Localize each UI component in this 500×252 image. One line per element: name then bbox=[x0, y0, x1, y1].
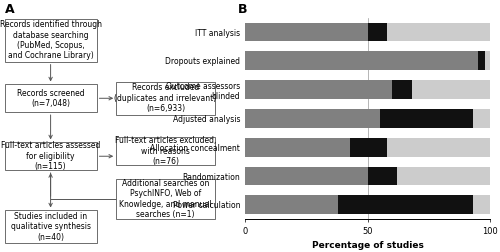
Bar bbox=[245, 80, 392, 99]
Bar bbox=[245, 23, 368, 41]
Bar bbox=[397, 167, 490, 185]
Bar bbox=[485, 51, 490, 70]
Bar bbox=[478, 51, 485, 70]
Bar bbox=[245, 196, 338, 214]
Bar bbox=[338, 196, 473, 214]
Bar bbox=[4, 84, 96, 112]
Bar bbox=[350, 138, 387, 156]
Bar bbox=[4, 19, 96, 62]
Bar bbox=[116, 137, 215, 165]
Bar bbox=[245, 138, 350, 156]
Bar bbox=[368, 23, 387, 41]
Bar bbox=[245, 167, 368, 185]
Bar bbox=[387, 23, 490, 41]
Text: Studies included in
qualitative synthesis
(n=40): Studies included in qualitative synthesi… bbox=[10, 212, 90, 242]
Bar bbox=[368, 167, 397, 185]
Bar bbox=[473, 109, 490, 128]
Text: Full-text articles assessed
for eligibility
(n=115): Full-text articles assessed for eligibil… bbox=[1, 141, 100, 171]
Text: B: B bbox=[238, 3, 247, 16]
Bar bbox=[116, 82, 215, 115]
Bar bbox=[245, 51, 478, 70]
X-axis label: Percentage of studies: Percentage of studies bbox=[312, 241, 424, 250]
Text: Additional searches on
PsychINFO, Web of
Knowledge, and manual
searches (n=1): Additional searches on PsychINFO, Web of… bbox=[120, 179, 212, 219]
Bar bbox=[380, 109, 473, 128]
Bar bbox=[4, 210, 96, 243]
Bar bbox=[412, 80, 490, 99]
Text: Records excluded
(duplicates and irrelevant)
(n=6,933): Records excluded (duplicates and irrelev… bbox=[114, 83, 216, 113]
Text: Records screened
(n=7,048): Records screened (n=7,048) bbox=[17, 89, 84, 108]
Text: Records identified through
database searching
(PubMed, Scopus,
and Cochrane Libr: Records identified through database sear… bbox=[0, 20, 102, 60]
Text: A: A bbox=[4, 3, 14, 16]
Bar bbox=[387, 138, 490, 156]
Text: Full-text articles excluded,
with reasons
(n=76): Full-text articles excluded, with reason… bbox=[115, 136, 216, 166]
Bar bbox=[116, 179, 215, 219]
Bar bbox=[245, 109, 380, 128]
Bar bbox=[473, 196, 490, 214]
Bar bbox=[4, 142, 96, 170]
Bar bbox=[392, 80, 411, 99]
